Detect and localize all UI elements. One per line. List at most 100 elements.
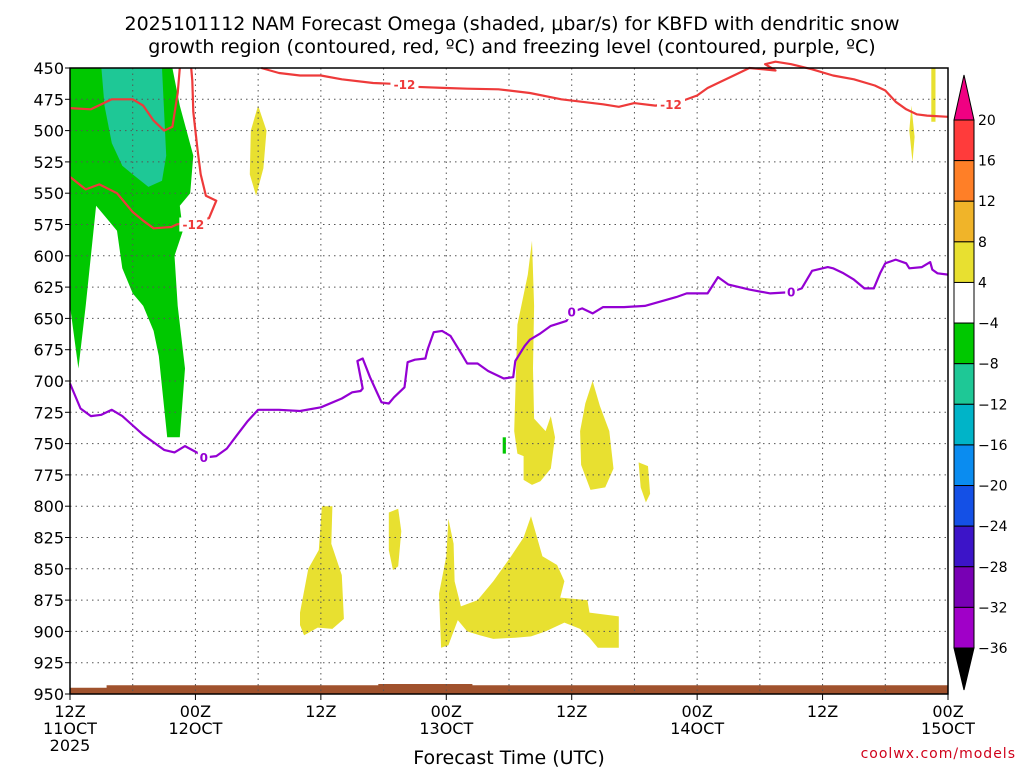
colorbar-bin xyxy=(953,160,975,202)
colorbar-bin xyxy=(953,566,975,608)
colorbar-label: −8 xyxy=(978,357,999,373)
x-tick-label: 13OCT xyxy=(419,719,473,738)
x-tick-label: 00Z xyxy=(180,702,211,721)
colorbar-label: 4 xyxy=(978,275,987,291)
x-tick-label: 12Z xyxy=(305,702,336,721)
contour-label-bg xyxy=(390,77,419,92)
terrain-layer xyxy=(70,684,948,694)
omega-region-11 xyxy=(931,68,936,122)
y-tick-label: 500 xyxy=(33,122,64,141)
y-tick-label: 750 xyxy=(33,435,64,454)
colorbar-bin xyxy=(953,119,975,162)
grid-lines xyxy=(70,68,948,694)
omega-region-2 xyxy=(502,437,506,454)
contour-lines: -12 -12 -12 0 0 0 xyxy=(68,60,949,465)
y-axis-ticks: 450 475 500 525 550 575 600 625 650 675 700 725 750 7… xyxy=(33,59,70,704)
colorbar-label: −20 xyxy=(978,479,1008,495)
colorbar-bin xyxy=(953,485,975,527)
x-tick-label: 14OCT xyxy=(670,719,724,738)
y-tick-label: 550 xyxy=(33,184,64,203)
y-tick-label: 625 xyxy=(33,278,64,297)
colorbar-label: 20 xyxy=(978,113,996,129)
contour-label-bg xyxy=(179,217,208,232)
y-tick-label: 925 xyxy=(33,654,64,673)
colorbar-bin xyxy=(953,322,975,365)
contour-label-bg xyxy=(785,285,798,300)
chart-title: 2025101112 NAM Forecast Omega (shaded, μ… xyxy=(124,13,899,35)
contour-label: -12 xyxy=(660,98,682,112)
omega-region-7 xyxy=(300,506,344,636)
colorbar-label: −24 xyxy=(978,519,1008,535)
x-tick-label: 2025 xyxy=(50,736,91,755)
colorbar-label: −36 xyxy=(978,641,1008,657)
y-tick-label: 700 xyxy=(33,372,64,391)
y-tick-label: 450 xyxy=(33,59,64,78)
colorbar-label: 12 xyxy=(978,194,996,210)
x-tick-label: 00Z xyxy=(681,702,712,721)
chart-subtitle: growth region (contoured, red, ºC) and f… xyxy=(148,36,875,58)
x-tick-label: 00Z xyxy=(431,702,462,721)
colorbar: 20 16 12 8 4 −4 −8 −12 −16 −20 −24 −28 −32 −36 xyxy=(953,74,1008,691)
y-tick-label: 875 xyxy=(33,591,64,610)
y-tick-label: 600 xyxy=(33,247,64,266)
omega-shading xyxy=(70,68,936,648)
y-tick-label: 650 xyxy=(33,309,64,328)
omega-region-10 xyxy=(909,105,915,162)
x-axis-label: Forecast Time (UTC) xyxy=(413,747,604,768)
terrain-fill xyxy=(70,684,948,694)
x-tick-label: 00Z xyxy=(932,702,963,721)
colorbar-label: −16 xyxy=(978,438,1008,454)
x-tick-label: 12Z xyxy=(807,702,838,721)
x-tick-label: 15OCT xyxy=(921,719,975,738)
contour-label: -12 xyxy=(394,78,416,92)
credit-text: coolwx.com/models xyxy=(861,746,1016,762)
colorbar-label: 16 xyxy=(978,154,996,170)
y-tick-label: 475 xyxy=(33,90,64,109)
omega-region-4 xyxy=(514,240,555,485)
x-tick-label: 12Z xyxy=(54,702,85,721)
colorbar-cap-top xyxy=(953,74,975,121)
y-tick-label: 850 xyxy=(33,560,64,579)
colorbar-bin xyxy=(953,444,975,487)
colorbar-bin xyxy=(953,200,975,243)
contour-label-bg xyxy=(657,97,686,112)
y-tick-label: 950 xyxy=(33,685,64,704)
colorbar-bin xyxy=(953,281,975,324)
colorbar-cap-bottom xyxy=(953,647,975,691)
freezing-contour-3 xyxy=(68,258,949,459)
x-tick-label: 12Z xyxy=(556,702,587,721)
y-tick-label: 525 xyxy=(33,153,64,172)
contour-label-bg xyxy=(197,450,210,465)
y-tick-label: 725 xyxy=(33,403,64,422)
contour-label: 0 xyxy=(200,451,208,465)
y-tick-label: 825 xyxy=(33,529,64,548)
omega-region-6 xyxy=(638,462,651,503)
x-tick-label: 11OCT xyxy=(43,719,97,738)
contour-label: 0 xyxy=(787,286,795,300)
x-tick-label: 12OCT xyxy=(168,719,222,738)
omega-region-1 xyxy=(101,68,167,187)
dendritic-contour-0 xyxy=(69,67,181,132)
contour-label: 0 xyxy=(568,306,576,320)
contour-label: -12 xyxy=(182,218,204,232)
y-tick-label: 575 xyxy=(33,216,64,235)
colorbar-bin xyxy=(953,241,975,283)
colorbar-bin xyxy=(953,403,975,446)
dendritic-contour-1 xyxy=(69,67,218,230)
omega-region-9 xyxy=(439,516,619,648)
colorbar-bin xyxy=(953,606,975,649)
y-tick-label: 775 xyxy=(33,466,64,485)
plot-area: -12 -12 -12 0 0 0 xyxy=(68,60,949,695)
colorbar-bin xyxy=(953,525,975,568)
omega-region-8 xyxy=(388,508,402,571)
omega-region-5 xyxy=(580,381,614,490)
colorbar-bin xyxy=(953,363,975,405)
contour-label-bg xyxy=(565,305,578,320)
colorbar-label: −28 xyxy=(978,560,1008,576)
y-tick-label: 900 xyxy=(33,622,64,641)
colorbar-label: −32 xyxy=(978,600,1008,616)
y-tick-label: 675 xyxy=(33,341,64,360)
colorbar-label: −4 xyxy=(978,316,999,332)
